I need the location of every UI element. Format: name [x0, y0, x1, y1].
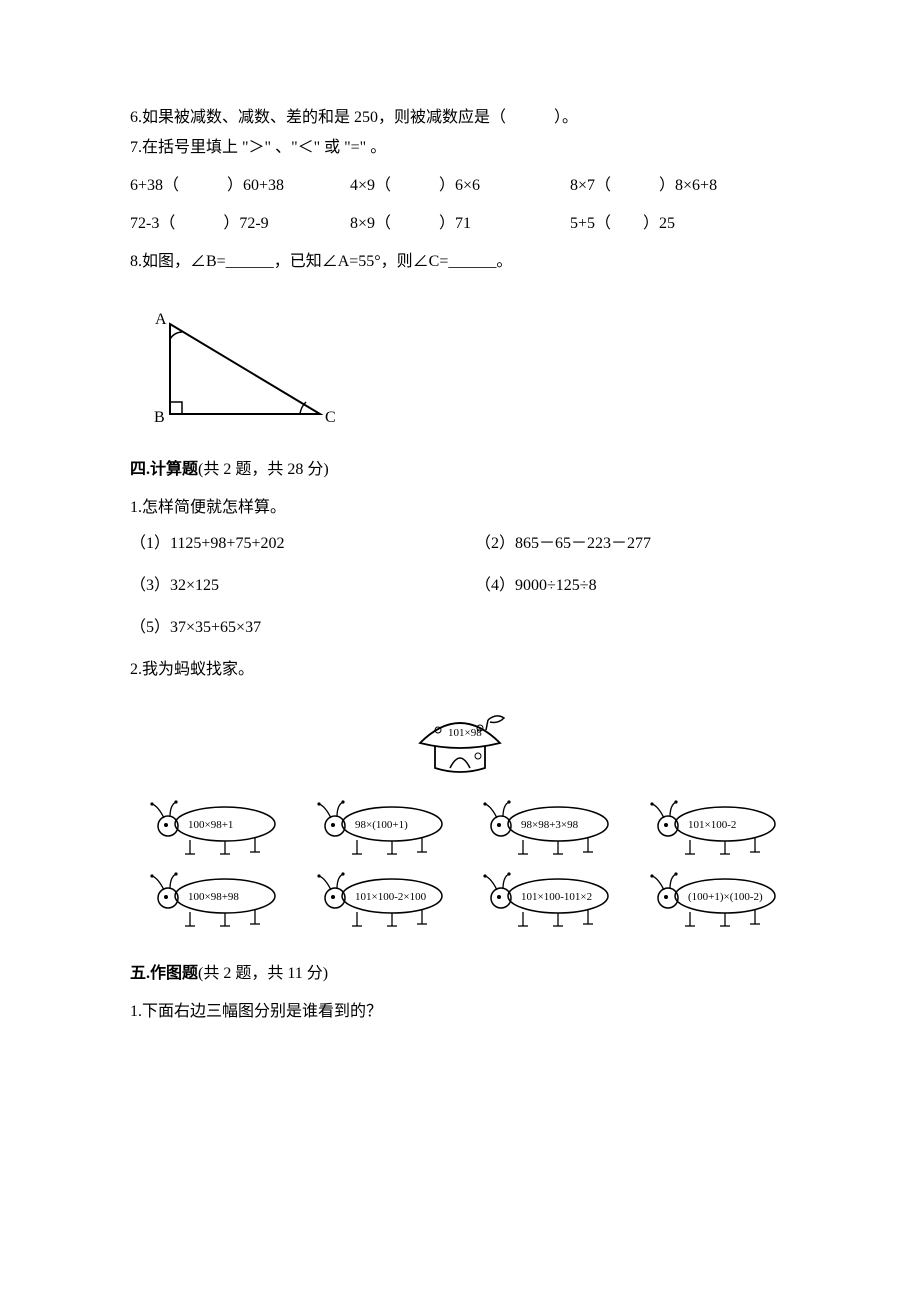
question-6: 6.如果被减数、减数、差的和是 250，则被减数应是（ ）。 — [130, 106, 790, 130]
page: 6.如果被减数、减数、差的和是 250，则被减数应是（ ）。 7.在括号里填上 … — [0, 0, 920, 1090]
calc-empty — [475, 616, 790, 640]
house-icon: 101×98 — [400, 708, 520, 778]
calc-2: （2）865－65－223－277 — [475, 532, 790, 556]
svg-text:98×98+3×98: 98×98+3×98 — [521, 819, 579, 831]
svg-text:101×100-2×100: 101×100-2×100 — [355, 891, 427, 903]
q7-r1-a: 6+38（ ）60+38 — [130, 174, 350, 198]
ant-2: 98×(100+1) — [297, 796, 457, 866]
vertex-A: A — [155, 311, 167, 328]
ant-7: 101×100-101×2 — [463, 868, 623, 938]
svg-text:101×100-2: 101×100-2 — [688, 819, 736, 831]
s4-q2-intro: 2.我为蚂蚁找家。 — [130, 658, 790, 682]
vertex-C: C — [325, 409, 336, 426]
question-8: 8.如图，∠B=______，已知∠A=55°，则∠C=______。 — [130, 250, 790, 274]
ant-3: 98×98+3×98 — [463, 796, 623, 866]
section-5-title: 五.作图题(共 2 题，共 11 分) — [130, 962, 790, 986]
house-row: 101×98 — [130, 708, 790, 786]
svg-text:(100+1)×(100-2): (100+1)×(100-2) — [688, 891, 763, 903]
calc-grid: （1）1125+98+75+202 （2）865－65－223－277 （3）3… — [130, 532, 790, 640]
calc-5: （5）37×35+65×37 — [130, 616, 445, 640]
s5-q1: 1.下面右边三幅图分别是谁看到的？ — [130, 1000, 790, 1024]
ant-area: 101×98 100×98+1 — [130, 708, 790, 938]
calc-1: （1）1125+98+75+202 — [130, 532, 445, 556]
svg-text:100×98+1: 100×98+1 — [188, 819, 233, 831]
q7-r2-a: 72-3（ ）72-9 — [130, 212, 350, 236]
section-5-tail: (共 2 题，共 11 分) — [198, 965, 328, 982]
ant-5: 100×98+98 — [130, 868, 290, 938]
section-5-head: 五.作图题 — [130, 965, 198, 982]
q7-r2-b: 8×9（ ）71 — [350, 212, 570, 236]
ant-row-1: 100×98+1 98×(100+1) — [130, 796, 790, 866]
triangle-figure: A B C — [130, 304, 350, 434]
svg-text:101×100-101×2: 101×100-101×2 — [521, 891, 592, 903]
q7-r2-c: 5+5（ ）25 — [570, 212, 790, 236]
q7-r1-c: 8×7（ ）8×6+8 — [570, 174, 790, 198]
question-7-intro: 7.在括号里填上 "＞" 、"＜" 或 "=" 。 — [130, 136, 790, 160]
ant-6: 101×100-2×100 — [297, 868, 457, 938]
svg-text:100×98+98: 100×98+98 — [188, 891, 239, 903]
ant-8: (100+1)×(100-2) — [630, 868, 790, 938]
section-4-title: 四.计算题(共 2 题，共 28 分) — [130, 458, 790, 482]
question-7-row2: 72-3（ ）72-9 8×9（ ）71 5+5（ ）25 — [130, 212, 790, 236]
calc-3: （3）32×125 — [130, 574, 445, 598]
vertex-B: B — [154, 409, 165, 426]
svg-text:101×98: 101×98 — [448, 727, 482, 739]
question-7-row1: 6+38（ ）60+38 4×9（ ）6×6 8×7（ ）8×6+8 — [130, 174, 790, 198]
s4-q1-intro: 1.怎样简便就怎样算。 — [130, 496, 790, 520]
svg-text:98×(100+1): 98×(100+1) — [355, 819, 408, 831]
section-4-tail: (共 2 题，共 28 分) — [198, 461, 329, 478]
calc-4: （4）9000÷125÷8 — [475, 574, 790, 598]
triangle-icon: A B C — [130, 304, 350, 434]
ant-4: 101×100-2 — [630, 796, 790, 866]
section-4-head: 四.计算题 — [130, 461, 198, 478]
q7-r1-b: 4×9（ ）6×6 — [350, 174, 570, 198]
ant-1: 100×98+1 — [130, 796, 290, 866]
ant-row-2: 100×98+98 101×100-2×100 — [130, 868, 790, 938]
